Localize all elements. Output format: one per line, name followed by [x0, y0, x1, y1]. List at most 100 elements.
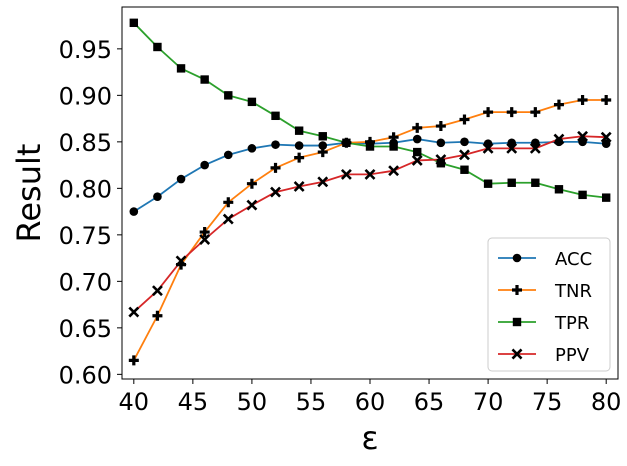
- data-point-tpr-56: [318, 132, 327, 141]
- data-point-acc-54: [294, 141, 304, 150]
- data-point-tnr-60: [365, 136, 375, 147]
- x-tick-label-60: 60: [355, 388, 386, 416]
- data-point-tpr-48: [224, 91, 233, 100]
- data-point-tnr-48: [223, 197, 234, 208]
- data-point-tnr-66: [435, 121, 446, 132]
- data-point-ppv-56: [317, 176, 329, 188]
- data-point-acc-40: [129, 207, 139, 216]
- y-axis-title: Result: [10, 144, 48, 243]
- data-point-tnr-50: [246, 178, 257, 189]
- x-tick-label-40: 40: [119, 388, 150, 416]
- x-tick-label-80: 80: [591, 388, 622, 416]
- data-point-tpr-72: [507, 178, 516, 187]
- x-tick-label-45: 45: [178, 388, 209, 416]
- data-point-ppv-48: [222, 213, 234, 225]
- data-point-tnr-46: [199, 227, 210, 238]
- data-point-tpr-44: [176, 64, 186, 73]
- legend-label-tpr: TPR: [554, 313, 589, 334]
- data-point-ppv-54: [293, 181, 305, 192]
- data-point-acc-64: [412, 134, 422, 144]
- data-point-acc-56: [318, 141, 328, 150]
- legend-marker-tnr: [512, 285, 522, 295]
- data-point-tpr-40: [129, 18, 139, 28]
- y-tick-label-4: 0.80: [59, 175, 112, 203]
- data-point-tpr-68: [460, 165, 469, 174]
- x-axis: 40 45 50 55 60 65 70 75 80: [119, 379, 622, 416]
- data-point-tpr-64: [413, 147, 422, 157]
- y-tick-label-3: 0.75: [59, 222, 112, 250]
- data-point-tnr-68: [459, 114, 470, 125]
- data-point-ppv-74: [529, 142, 541, 154]
- y-tick-label-2: 0.70: [59, 268, 112, 296]
- data-point-tpr-80: [601, 193, 611, 202]
- data-point-tnr-62: [388, 132, 399, 143]
- data-point-tpr-70: [483, 179, 493, 188]
- data-point-ppv-60: [364, 168, 376, 180]
- legend-label-ppv: PPV: [555, 345, 590, 366]
- data-point-tnr-42: [152, 310, 163, 321]
- legend-marker-ppv: [511, 348, 523, 360]
- legend-label-tnr: TNR: [554, 281, 592, 302]
- data-point-acc-42: [153, 192, 162, 202]
- data-point-acc-80: [601, 139, 611, 149]
- data-point-acc-68: [460, 137, 469, 147]
- data-point-tpr-46: [200, 75, 209, 84]
- data-point-tnr-44: [176, 259, 187, 270]
- data-point-tpr-76: [554, 185, 564, 194]
- data-point-ppv-68: [459, 149, 470, 161]
- legend-label-acc: ACC: [555, 249, 592, 270]
- data-point-tpr-60: [365, 142, 375, 151]
- data-point-ppv-50: [246, 199, 258, 211]
- data-point-tnr-40: [128, 355, 139, 366]
- y-tick-label-7: 0.95: [59, 36, 112, 64]
- data-point-acc-48: [223, 150, 233, 160]
- x-tick-label-65: 65: [414, 388, 445, 416]
- data-point-acc-52: [271, 140, 280, 149]
- legend-box: [487, 237, 611, 372]
- data-point-ppv-42: [151, 285, 163, 297]
- y-tick-label-0: 0.60: [59, 361, 112, 389]
- data-point-tpr-50: [247, 97, 257, 107]
- legend-marker-acc: [512, 253, 522, 263]
- data-point-ppv-58: [340, 168, 352, 180]
- data-point-tpr-52: [271, 111, 280, 121]
- data-point-ppv-76: [553, 133, 565, 145]
- data-point-ppv-70: [482, 142, 494, 154]
- data-point-ppv-40: [128, 306, 140, 318]
- data-point-ppv-62: [388, 165, 400, 177]
- data-point-ppv-46: [199, 234, 211, 245]
- data-point-tnr-76: [553, 99, 564, 110]
- data-point-tnr-74: [530, 107, 541, 118]
- x-axis-title: ε: [361, 419, 378, 457]
- data-point-tnr-56: [317, 147, 328, 158]
- data-point-ppv-64: [411, 155, 423, 166]
- data-point-ppv-66: [435, 154, 447, 165]
- data-point-tnr-64: [412, 122, 423, 133]
- data-point-tpr-74: [531, 178, 540, 187]
- data-point-tnr-78: [577, 95, 588, 105]
- x-tick-label-75: 75: [532, 388, 563, 416]
- data-point-tpr-58: [342, 138, 351, 147]
- data-point-tnr-54: [294, 152, 305, 163]
- y-tick-label-1: 0.65: [59, 315, 112, 343]
- y-tick-label-5: 0.85: [59, 129, 112, 157]
- data-point-acc-66: [436, 138, 446, 148]
- data-point-acc-46: [200, 160, 209, 170]
- legend-marker-tpr: [512, 317, 522, 327]
- data-point-ppv-44: [175, 255, 187, 267]
- data-point-acc-44: [176, 174, 186, 184]
- data-point-tpr-66: [436, 159, 446, 168]
- data-point-ppv-52: [270, 186, 281, 198]
- data-point-tpr-54: [294, 126, 304, 135]
- data-point-tpr-42: [153, 42, 162, 52]
- series-markers: [128, 18, 612, 366]
- data-point-acc-50: [247, 144, 257, 153]
- data-point-tpr-78: [578, 190, 587, 200]
- data-point-ppv-78: [577, 130, 589, 142]
- data-point-tnr-52: [270, 162, 281, 173]
- x-tick-label-50: 50: [237, 388, 268, 416]
- data-point-tnr-70: [483, 107, 494, 118]
- data-point-tnr-72: [506, 107, 517, 118]
- x-tick-label-55: 55: [296, 388, 327, 416]
- x-tick-label-70: 70: [473, 388, 504, 416]
